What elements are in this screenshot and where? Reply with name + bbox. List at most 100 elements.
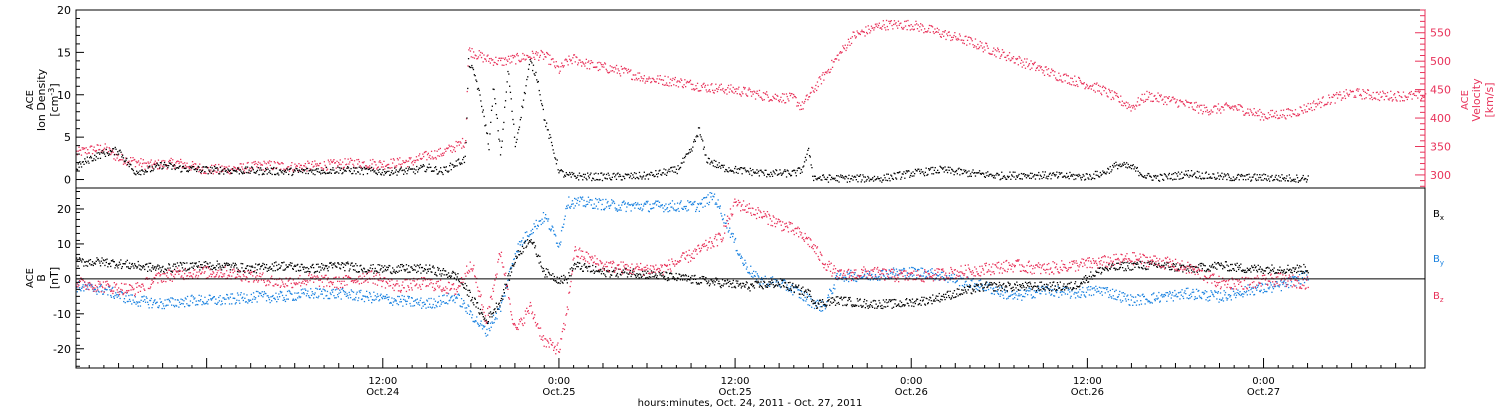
velocity-point	[1014, 62, 1016, 64]
by-point	[531, 228, 534, 230]
density-point	[981, 172, 983, 174]
by-point	[670, 206, 672, 208]
velocity-point	[158, 168, 160, 170]
by-point	[286, 298, 288, 300]
density-point	[339, 169, 341, 171]
density-point	[99, 157, 102, 159]
by-point	[1066, 293, 1069, 295]
density-point	[792, 170, 794, 172]
by-point	[281, 294, 284, 297]
velocity-point	[902, 28, 904, 30]
density-point	[883, 174, 885, 176]
density-point	[930, 166, 932, 169]
density-point	[1146, 174, 1148, 177]
velocity-point	[238, 169, 241, 171]
velocity-point	[952, 36, 954, 39]
by-point	[1224, 291, 1227, 294]
by-point	[265, 292, 267, 295]
velocity-point	[922, 25, 924, 27]
velocity-point	[995, 56, 997, 58]
density-point	[441, 172, 443, 174]
by-point	[916, 269, 919, 271]
density-point	[825, 178, 827, 180]
velocity-point	[264, 162, 266, 164]
velocity-point	[1140, 98, 1142, 100]
by-point	[426, 300, 429, 302]
by-point	[1021, 299, 1023, 301]
velocity-point	[1017, 64, 1019, 66]
density-point	[1147, 172, 1149, 175]
density-point	[399, 168, 401, 170]
by-point	[450, 297, 452, 299]
density-point	[159, 167, 161, 169]
by-point	[1235, 294, 1238, 296]
density-point	[1025, 177, 1028, 179]
velocity-point	[572, 57, 574, 59]
density-point	[131, 168, 134, 170]
density-point	[873, 175, 876, 178]
density-point	[660, 173, 662, 176]
velocity-point	[273, 161, 275, 163]
by-point	[706, 202, 708, 204]
velocity-point	[1069, 83, 1071, 85]
velocity-point	[984, 49, 986, 51]
by-point	[724, 222, 727, 224]
by-point	[643, 203, 645, 205]
velocity-point	[239, 163, 241, 165]
velocity-point	[342, 161, 344, 163]
velocity-point	[350, 159, 352, 161]
density-point	[168, 162, 171, 164]
by-point	[1088, 294, 1090, 296]
velocity-point	[253, 163, 256, 166]
density-point	[254, 172, 256, 174]
density-point	[1064, 175, 1066, 177]
density-point	[374, 170, 376, 172]
velocity-point	[588, 68, 591, 70]
velocity-point	[1150, 100, 1152, 102]
by-point	[1074, 297, 1077, 299]
velocity-point	[866, 33, 869, 35]
density-point	[601, 172, 603, 174]
by-point	[1027, 294, 1029, 296]
by-point	[251, 301, 253, 303]
density-point	[278, 169, 281, 171]
density-point	[1072, 173, 1074, 176]
by-point	[521, 240, 523, 242]
velocity-point	[968, 36, 970, 38]
by-point	[737, 254, 740, 256]
density-point	[265, 167, 267, 170]
by-point	[576, 199, 579, 202]
by-point	[537, 225, 539, 227]
by-point	[220, 304, 222, 306]
density-point	[412, 168, 414, 170]
velocity-point	[412, 164, 414, 166]
velocity-point	[1153, 95, 1155, 97]
by-point	[208, 294, 210, 296]
by-point	[1238, 292, 1240, 294]
velocity-point	[730, 84, 732, 86]
by-point	[1182, 295, 1184, 298]
by-point	[1116, 296, 1119, 298]
by-point	[1249, 293, 1251, 296]
velocity-point	[194, 163, 196, 165]
density-point	[578, 179, 580, 181]
velocity-point	[303, 165, 306, 167]
density-point	[665, 169, 667, 171]
velocity-point	[378, 161, 380, 163]
by-point	[1262, 292, 1264, 294]
velocity-point	[596, 62, 599, 64]
velocity-point	[549, 54, 551, 56]
velocity-point	[1353, 96, 1355, 98]
density-point	[762, 171, 764, 173]
by-point	[734, 237, 737, 240]
by-point	[903, 267, 905, 270]
by-point	[353, 298, 355, 300]
by-point	[182, 303, 184, 305]
density-point	[638, 178, 640, 180]
density-point	[911, 175, 913, 177]
velocity-point	[1194, 109, 1196, 111]
density-point	[299, 170, 301, 172]
density-point	[693, 141, 695, 143]
velocity-point	[211, 164, 213, 166]
velocity-point	[1242, 110, 1244, 112]
